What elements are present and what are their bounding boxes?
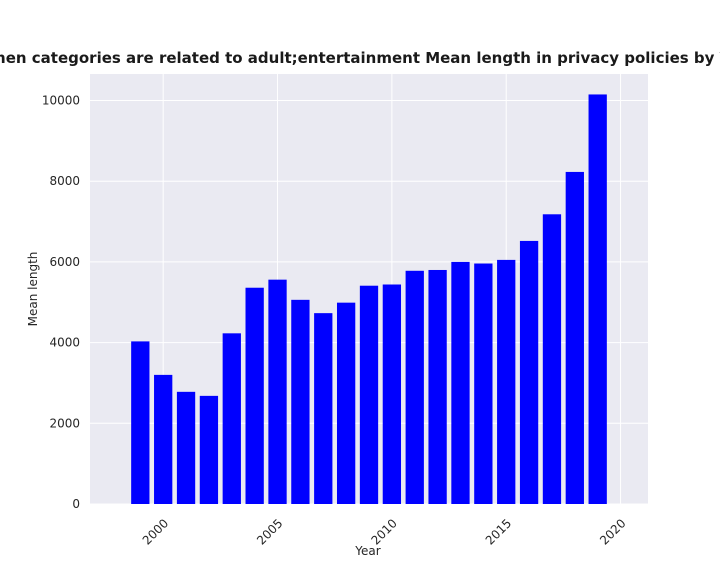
y-axis-ticks: 0 2000 4000 6000 8000 10000 — [42, 94, 80, 511]
y-tick-label: 0 — [72, 497, 80, 511]
bar-2005 — [268, 279, 287, 504]
y-tick-label: 4000 — [49, 336, 80, 350]
bar-1999 — [131, 341, 150, 504]
y-tick-label: 10000 — [42, 94, 80, 108]
x-tick-label: 2010 — [368, 516, 399, 547]
x-tick-label: 2015 — [483, 516, 514, 547]
bar-2013 — [451, 261, 470, 504]
x-tick-label: 2020 — [597, 516, 628, 547]
y-tick-label: 8000 — [49, 174, 80, 188]
y-tick-label: 6000 — [49, 255, 80, 269]
bar-2003 — [222, 333, 241, 504]
bar-2002 — [199, 395, 219, 504]
bar-2000 — [154, 374, 173, 504]
y-axis-label: Mean length — [26, 252, 40, 327]
bar-2018 — [565, 171, 584, 504]
bar-2010 — [382, 284, 402, 504]
bar-2011 — [405, 270, 424, 504]
x-axis-label: Year — [354, 544, 380, 558]
bar-2019 — [588, 94, 607, 505]
bar-2014 — [474, 263, 493, 504]
x-axis-ticks: 2000 2005 2010 2015 2020 — [140, 516, 629, 547]
bar-2016 — [519, 240, 539, 505]
bar-2007 — [314, 313, 333, 504]
bar-2008 — [336, 302, 356, 504]
x-tick-label: 2000 — [140, 516, 171, 547]
bar-2006 — [291, 299, 310, 504]
chart-title: when categories are related to adult;ent… — [0, 49, 720, 67]
bar-2004 — [245, 287, 264, 504]
bar-2009 — [359, 285, 379, 504]
bar-2017 — [542, 214, 562, 504]
x-tick-label: 2005 — [254, 516, 285, 547]
y-tick-label: 2000 — [49, 416, 80, 430]
bars — [131, 94, 607, 505]
bar-2012 — [428, 269, 447, 504]
bar-2015 — [497, 259, 516, 504]
bar-2001 — [176, 391, 196, 504]
